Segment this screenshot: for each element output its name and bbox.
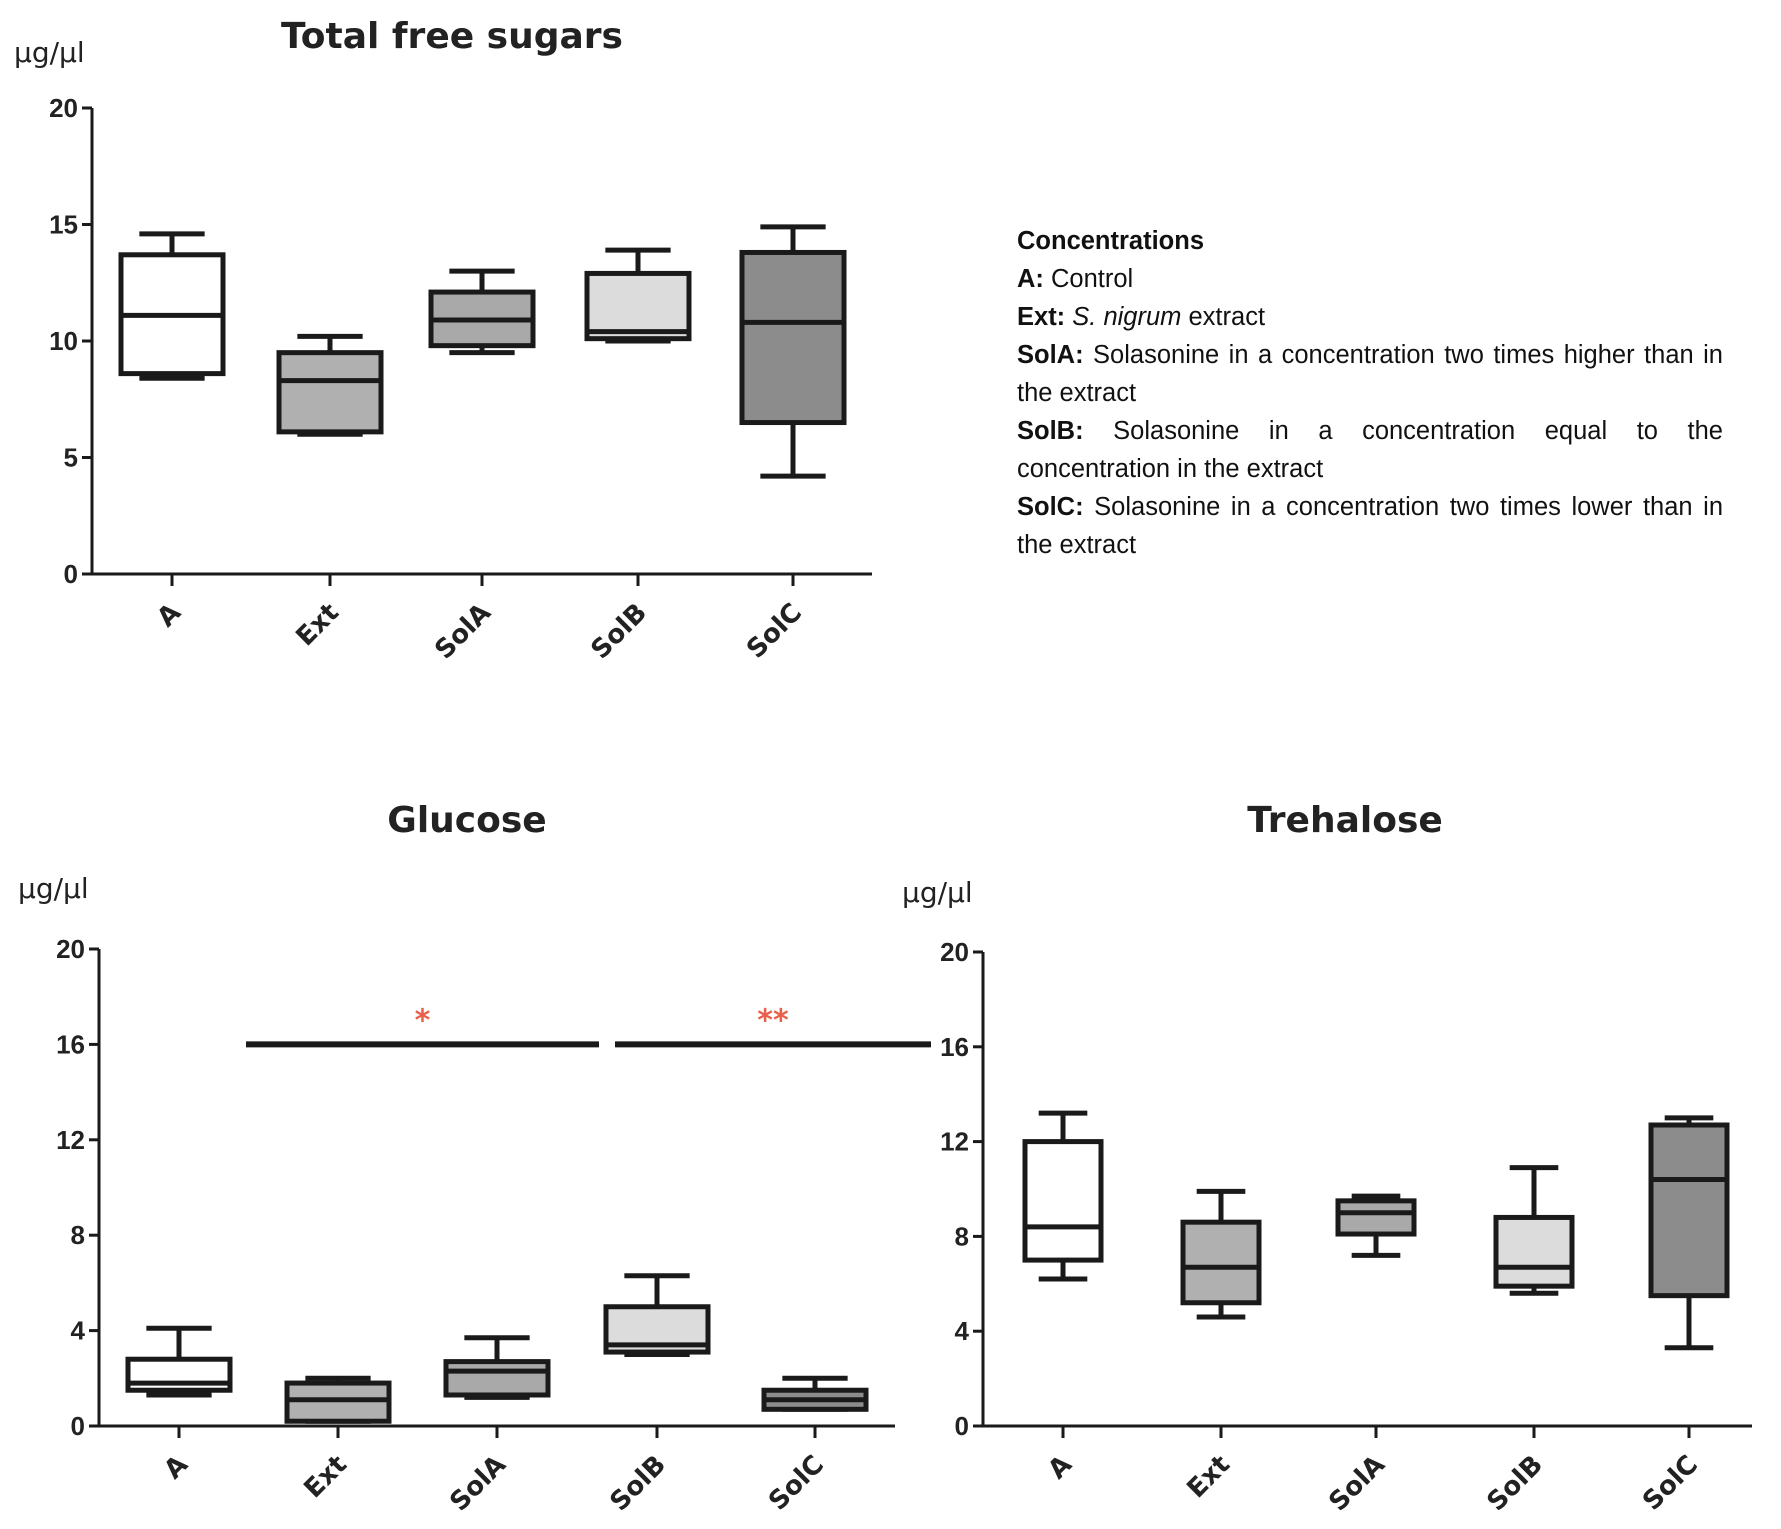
x-tick-label: SolC (1637, 1450, 1704, 1517)
chart-title: Trehalose (1247, 800, 1443, 841)
x-tick-label: A (152, 598, 187, 633)
iqr-box (443, 1359, 551, 1398)
iqr-box (1180, 1219, 1262, 1306)
chart-total-free-sugars: Total free sugars µg/µl 0 5 10 15 20 A Ext SolA So… (14, 16, 872, 665)
legend-entry-sola: SolA: Solasonine in a concentration two … (1017, 336, 1723, 412)
y-tick-label: 8 (71, 1220, 85, 1250)
box-solc (761, 1375, 869, 1412)
iqr-box (1648, 1122, 1730, 1299)
y-tick-label: 20 (940, 937, 969, 967)
y-tick-label: 15 (49, 210, 78, 240)
iqr-box (584, 270, 692, 342)
legend-text: Solasonine in a concentration two times … (1017, 341, 1723, 407)
legend-text: Solasonine in a concentration equal to t… (1017, 417, 1723, 483)
legend-text: Solasonine in a concentration two times … (1017, 493, 1723, 559)
x-tick-label: SolB (586, 598, 653, 665)
y-tick-label: 5 (64, 443, 78, 473)
y-tick-label: 12 (56, 1125, 85, 1155)
legend-text: Control (1051, 265, 1134, 293)
y-tick-label: 0 (71, 1411, 85, 1441)
legend-key: A: (1017, 265, 1044, 293)
x-tick-label: A (159, 1450, 194, 1485)
legend-entry-solb: SolB: Solasonine in a concentration equa… (1017, 412, 1723, 488)
legend: Concentrations A: Control Ext: S. nigrum… (1017, 222, 1723, 564)
box-sola (1335, 1193, 1417, 1258)
box-sola (428, 268, 536, 356)
legend-text: extract (1188, 303, 1266, 331)
y-tick-label: 4 (71, 1316, 86, 1346)
box-solb (1493, 1165, 1575, 1296)
iqr-box (276, 350, 384, 435)
x-tick-label: SolA (429, 598, 497, 666)
y-tick-label: 20 (56, 934, 85, 964)
y-axis-unit-label: µg/µl (18, 872, 89, 905)
box-solc (1648, 1115, 1730, 1351)
y-tick-label: 16 (56, 1029, 85, 1059)
box-ext (284, 1375, 392, 1424)
box-a (125, 1325, 233, 1398)
legend-key: SolB: (1017, 417, 1084, 445)
x-tick-label: A (1043, 1450, 1078, 1485)
box-solb (603, 1273, 711, 1357)
chart-title: Total free sugars (281, 16, 623, 57)
y-tick-label: 16 (940, 1032, 969, 1062)
iqr-box (1335, 1198, 1417, 1237)
iqr-box (1022, 1139, 1104, 1263)
x-tick-label: Ext (299, 1450, 353, 1504)
legend-heading: Concentrations (1017, 227, 1205, 255)
significance-label: ** (757, 1003, 789, 1038)
box-sola (443, 1335, 551, 1400)
y-tick-label: 0 (64, 559, 78, 589)
chart-trehalose: Trehalose µg/µl 0 4 8 12 16 20 A Ext SolA SolB SolC (902, 800, 1752, 1517)
y-tick-label: 12 (940, 1127, 969, 1157)
significance-label: * (415, 1003, 431, 1038)
iqr-box (125, 1356, 233, 1393)
box-ext (276, 333, 384, 437)
x-tick-label: SolC (763, 1450, 830, 1517)
x-tick-label: SolC (741, 598, 808, 665)
x-tick-label: Ext (291, 598, 345, 652)
iqr-box (1493, 1214, 1575, 1289)
x-tick-label: SolB (1482, 1450, 1549, 1517)
box-solb (584, 247, 692, 344)
box-solc (739, 224, 847, 479)
y-axis-unit-label: µg/µl (14, 36, 85, 69)
legend-key: SolC: (1017, 493, 1084, 521)
legend-entry-solc: SolC: Solasonine in a concentration two … (1017, 488, 1723, 564)
x-tick-label: SolB (605, 1450, 672, 1517)
box-a (1022, 1110, 1104, 1282)
y-tick-label: 0 (955, 1411, 969, 1441)
legend-key: Ext: (1017, 303, 1066, 331)
legend-entry-a: A: Control (1017, 260, 1723, 298)
x-tick-label: SolA (444, 1450, 512, 1518)
y-tick-label: 8 (955, 1221, 969, 1251)
y-axis-unit-label: µg/µl (902, 876, 973, 909)
y-tick-label: 10 (49, 326, 78, 356)
legend-key: SolA: (1017, 341, 1084, 369)
box-ext (1180, 1188, 1262, 1320)
iqr-box (739, 249, 847, 426)
x-tick-label: Ext (1182, 1450, 1236, 1504)
legend-text-italic: S. nigrum (1072, 303, 1182, 331)
chart-title: Glucose (387, 800, 546, 841)
y-tick-label: 20 (49, 93, 78, 123)
y-tick-label: 4 (955, 1316, 970, 1346)
box-a (118, 231, 226, 381)
x-tick-label: SolA (1323, 1450, 1391, 1518)
legend-entry-ext: Ext: S. nigrum extract (1017, 298, 1723, 336)
